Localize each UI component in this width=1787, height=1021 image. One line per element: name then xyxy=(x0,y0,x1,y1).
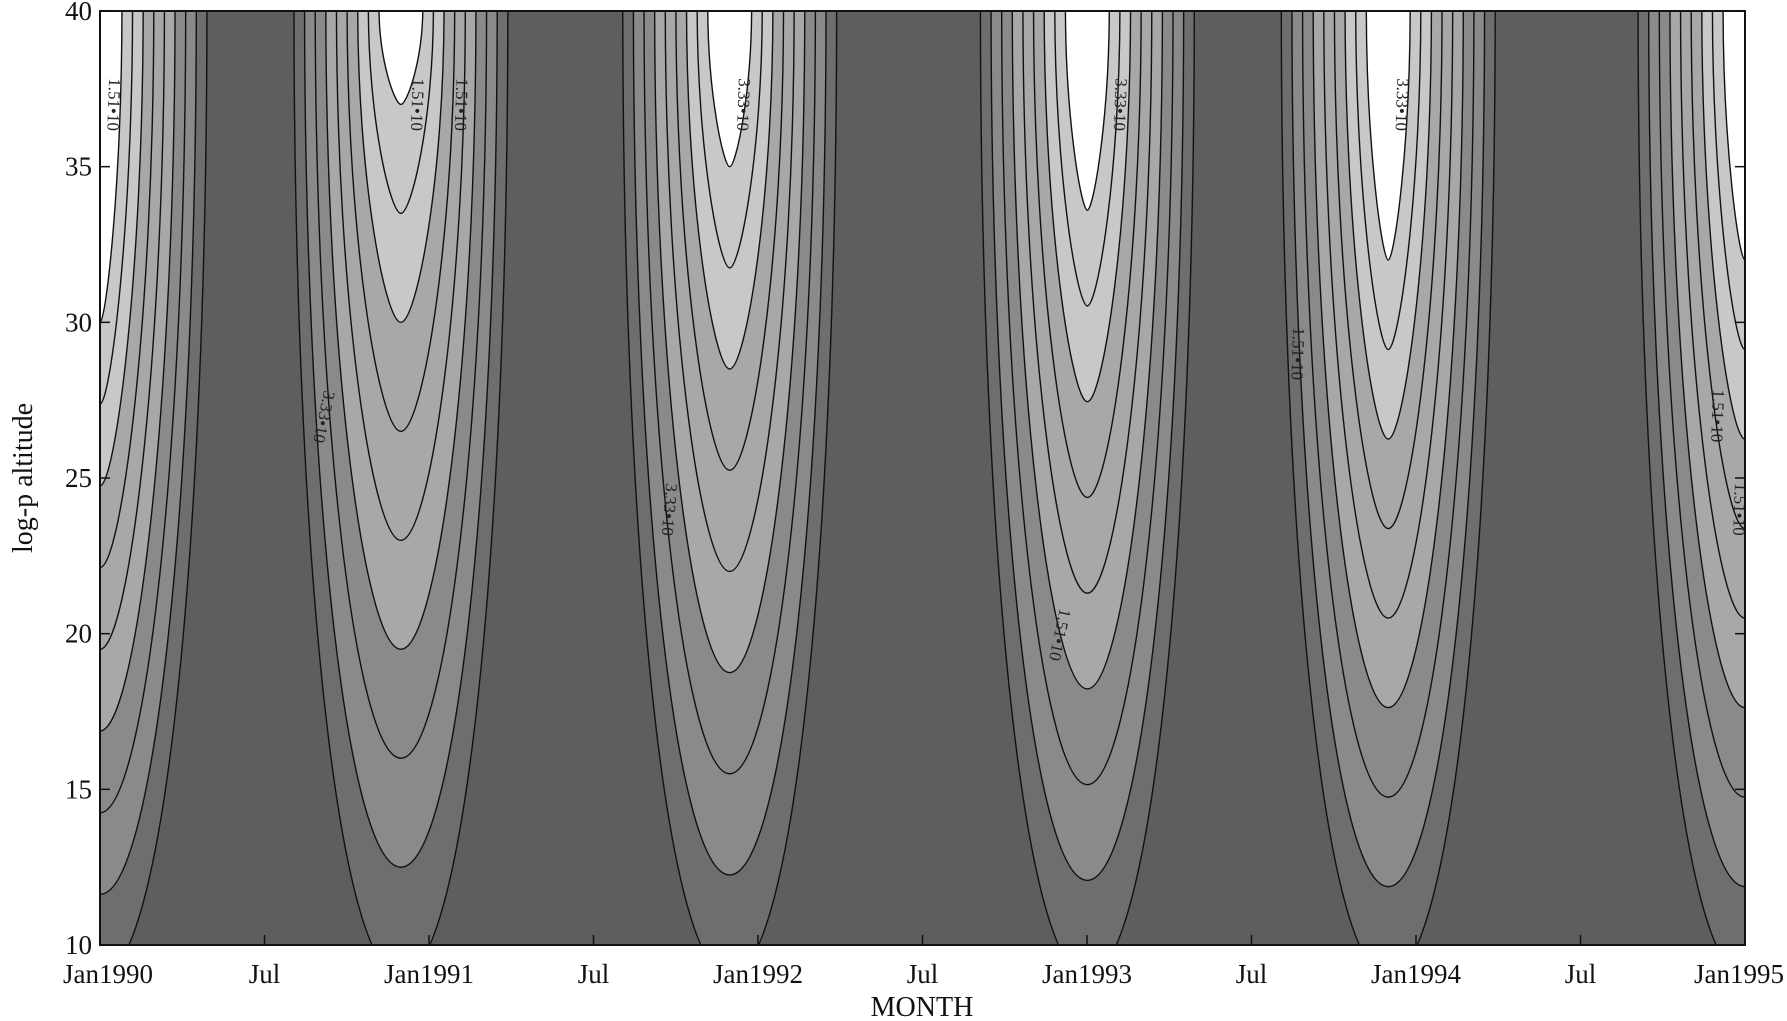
contour-line xyxy=(1355,11,1422,351)
contour-band xyxy=(707,11,752,167)
contour-line xyxy=(1000,11,1174,786)
contour-line xyxy=(1032,11,1142,499)
x-tick-label: Jan1993 xyxy=(1042,959,1132,989)
contour-line xyxy=(1312,11,1464,709)
contour-line xyxy=(378,11,424,106)
contour-label: 3.33•10 xyxy=(658,483,682,537)
contour-line xyxy=(653,11,806,674)
contour-label: 1.51•10 xyxy=(1707,389,1728,442)
contour-label: 1.51•10 xyxy=(1729,483,1750,536)
y-tick-label: 30 xyxy=(65,307,92,337)
contour-line xyxy=(1333,11,1443,530)
x-tick-label: Jul xyxy=(907,959,939,989)
x-tick-label: Jul xyxy=(1565,959,1597,989)
contour-line xyxy=(127,11,208,945)
x-tick-label: Jan1994 xyxy=(1371,959,1461,989)
contour-line xyxy=(1679,11,1745,619)
x-tick-label: Jan1992 xyxy=(713,959,803,989)
contour-label: 3.33•10 xyxy=(1392,78,1413,131)
y-tick-label: 20 xyxy=(65,619,92,649)
contour-line xyxy=(1323,11,1454,619)
contour-line xyxy=(1701,11,1745,440)
contour-label: 2.12•10 xyxy=(68,78,89,131)
contour-band xyxy=(1723,11,1745,261)
contour-line xyxy=(696,11,763,269)
contour-line xyxy=(1054,11,1121,307)
x-tick-label: Jul xyxy=(249,959,281,989)
contour-band xyxy=(1065,11,1110,211)
y-tick-label: 15 xyxy=(65,774,92,804)
contour-line xyxy=(675,11,785,471)
contour-bands xyxy=(100,11,1745,945)
contour-band xyxy=(379,11,423,105)
contour-line xyxy=(1011,11,1164,690)
contour-line xyxy=(367,11,435,215)
y-tick-label: 25 xyxy=(65,463,92,493)
contour-label: 3.33•10 xyxy=(1110,78,1131,131)
contour-label: 1.51•10 xyxy=(407,78,428,131)
contour-line xyxy=(325,11,477,650)
contour-line xyxy=(1043,11,1132,403)
contour-line xyxy=(293,11,509,945)
contour-line xyxy=(1711,11,1745,351)
contour-line xyxy=(1064,11,1110,211)
contour-line xyxy=(1022,11,1153,594)
contour-line xyxy=(1658,11,1745,798)
x-tick-label: Jan1990 xyxy=(63,959,153,989)
y-tick-label: 35 xyxy=(65,152,92,182)
contour-line xyxy=(1722,11,1745,261)
contour-line xyxy=(1291,11,1486,888)
contour-line xyxy=(314,11,488,759)
contour-line xyxy=(1301,11,1475,798)
contour-line xyxy=(1648,11,1745,888)
contour-line xyxy=(979,11,1195,945)
contour-line xyxy=(1365,11,1411,261)
contour-label: 1.51•10 xyxy=(451,78,472,131)
x-axis-title: MONTH xyxy=(871,992,974,1021)
contour-line xyxy=(1344,11,1433,440)
contour-label: 3.33•10 xyxy=(733,78,754,131)
contour-line xyxy=(335,11,467,541)
contour-line xyxy=(990,11,1185,882)
contour-line xyxy=(303,11,498,868)
contour-band xyxy=(1366,11,1411,261)
contour-label: 3.33•10 xyxy=(1762,78,1783,131)
y-tick-label: 10 xyxy=(65,930,92,960)
contour-line xyxy=(1690,11,1745,530)
y-tick-label: 40 xyxy=(65,0,92,26)
contour-band xyxy=(100,11,122,323)
y-axis-title: log-p altitude xyxy=(8,403,39,553)
contour-line xyxy=(707,11,753,168)
axes: 10 15 20 25 30 35 40 Jan1990 Jul Jan1991 Jul Jan199… xyxy=(63,0,1784,989)
contour-line xyxy=(1637,11,1718,945)
contour-label: 3.33•10 xyxy=(35,78,56,131)
x-tick-label: Jul xyxy=(1236,959,1268,989)
contour-line xyxy=(1669,11,1745,709)
x-tick-label: Jan1995 xyxy=(1694,959,1784,989)
contour-line xyxy=(632,11,827,876)
contour-label: 1.51•10 xyxy=(103,78,124,131)
contour-line xyxy=(664,11,795,573)
x-tick-label: Jul xyxy=(578,959,610,989)
contour-label: 1.51•10 xyxy=(1287,327,1308,380)
contour-line xyxy=(1280,11,1496,945)
contour-line xyxy=(685,11,774,370)
contour-line xyxy=(357,11,445,324)
x-tick-label: Jan1991 xyxy=(384,959,474,989)
contour-line xyxy=(622,11,838,945)
contour-line xyxy=(346,11,456,433)
contour-line xyxy=(643,11,817,775)
